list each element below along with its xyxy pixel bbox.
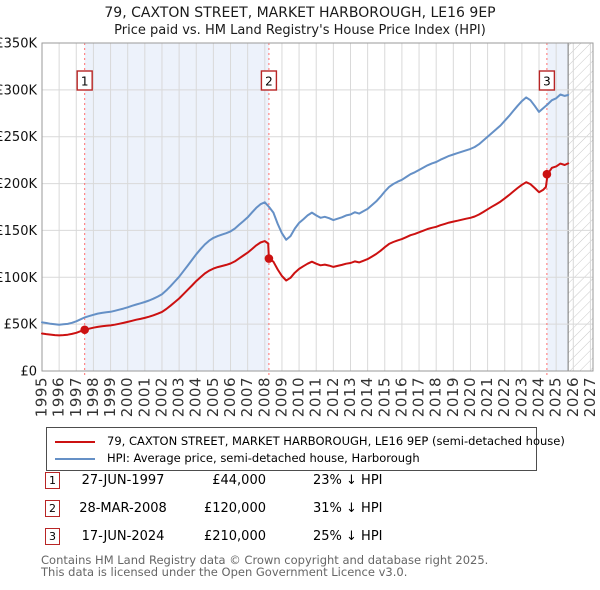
purchase-number-box bbox=[538, 70, 556, 91]
page-title: 79, CAXTON STREET, MARKET HARBOROUGH, LE… bbox=[104, 5, 496, 21]
transaction-price: £120,000 bbox=[203, 501, 266, 516]
x-axis-tick-label: 2019 bbox=[444, 377, 462, 417]
footer-line-1: Contains HM Land Registry data © Crown c… bbox=[41, 553, 489, 567]
x-axis-tick-label: 2026 bbox=[564, 377, 582, 417]
x-axis-tick-label: 2015 bbox=[375, 377, 393, 417]
x-axis-tick-label: 2017 bbox=[410, 377, 428, 417]
x-axis-tick-label: 1995 bbox=[33, 377, 51, 417]
transaction-number-badge: 3 bbox=[45, 528, 60, 545]
x-axis-tick-label: 2007 bbox=[238, 377, 256, 417]
transaction-date: 27-JUN-1997 bbox=[81, 473, 165, 488]
purchase-number-label: 2 bbox=[265, 75, 273, 89]
transaction-hpi-diff: 25% ↓ HPI bbox=[313, 529, 383, 544]
hpi-line-swatch bbox=[55, 457, 95, 460]
purchase-marker-dot bbox=[542, 169, 552, 179]
y-axis-tick-label: £0 bbox=[20, 365, 37, 380]
plot-border bbox=[41, 42, 594, 372]
purchase-number-box bbox=[260, 70, 278, 91]
transaction-row: 2 28-MAR-2008 £120,000 31% ↓ HPI bbox=[0, 500, 600, 520]
x-axis-tick-label: 2016 bbox=[392, 377, 410, 417]
x-axis-tick-label: 2022 bbox=[495, 377, 513, 417]
x-axis-tick-label: 2004 bbox=[187, 377, 205, 417]
x-axis-tick-label: 2021 bbox=[478, 377, 496, 417]
price-history-chart: 1 2 3 £0 £50K £100K £150K £200K £250K £300K £350K 1… bbox=[0, 37, 599, 418]
y-axis-tick-label: £350K bbox=[0, 37, 37, 52]
x-axis-tick-label: 2005 bbox=[204, 377, 222, 417]
legend-item-price-paid: 79, CAXTON STREET, MARKET HARBOROUGH, LE… bbox=[55, 432, 565, 449]
x-axis-tick-label: 2020 bbox=[461, 377, 479, 417]
x-axis-tick-label: 2003 bbox=[170, 377, 188, 417]
hpi-line bbox=[41, 93, 570, 326]
transaction-date: 28-MAR-2008 bbox=[79, 501, 167, 516]
future-hatch-region bbox=[568, 43, 593, 371]
y-axis-tick-label: £250K bbox=[0, 130, 37, 145]
x-axis-tick-label: 1996 bbox=[50, 377, 68, 417]
price-paid-line-swatch bbox=[55, 440, 95, 443]
transaction-number-badge: 1 bbox=[45, 472, 60, 489]
x-axis-tick-label: 2018 bbox=[427, 377, 445, 417]
x-axis-tick-label: 2027 bbox=[581, 377, 599, 417]
legend-item-hpi: HPI: Average price, semi-detached house,… bbox=[55, 449, 536, 466]
transaction-hpi-diff: 31% ↓ HPI bbox=[313, 501, 383, 516]
footer-line-2: This data is licensed under the Open Gov… bbox=[41, 564, 408, 579]
x-axis-tick-label: 2010 bbox=[290, 377, 308, 417]
x-axis-tick-label: 2008 bbox=[255, 377, 273, 417]
x-axis-tick-label: 1997 bbox=[67, 377, 85, 417]
purchase-number-label: 3 bbox=[543, 75, 551, 89]
transaction-price: £210,000 bbox=[203, 529, 266, 544]
legend-label: 79, CAXTON STREET, MARKET HARBOROUGH, LE… bbox=[107, 434, 565, 448]
x-axis-tick-label: 2002 bbox=[153, 377, 171, 417]
price-paid-line bbox=[41, 162, 570, 337]
x-axis-tick-label: 2025 bbox=[547, 377, 565, 417]
x-axis-tick-label: 2014 bbox=[358, 377, 376, 417]
x-axis-tick-label: 1999 bbox=[101, 377, 119, 417]
transaction-date: 17-JUN-2024 bbox=[81, 529, 165, 544]
purchase-marker-dot bbox=[80, 325, 89, 335]
y-axis-tick-label: £50K bbox=[4, 318, 38, 333]
y-axis-tick-label: £300K bbox=[0, 83, 37, 98]
purchase-number-box bbox=[76, 70, 93, 91]
x-axis-tick-label: 2023 bbox=[512, 377, 530, 417]
ownership-shaded-region bbox=[546, 43, 569, 371]
transaction-number-badge: 2 bbox=[45, 500, 60, 517]
legend-label: HPI: Average price, semi-detached house,… bbox=[107, 451, 420, 465]
x-axis-tick-label: 2011 bbox=[307, 377, 325, 417]
page-subtitle: Price paid vs. HM Land Registry's House … bbox=[114, 23, 486, 38]
transaction-price: £44,000 bbox=[212, 473, 266, 488]
y-axis-tick-label: £200K bbox=[0, 177, 37, 192]
x-axis-tick-label: 2000 bbox=[118, 377, 136, 417]
y-axis-tick-label: £100K bbox=[0, 271, 37, 286]
x-axis-tick-label: 2001 bbox=[135, 377, 153, 417]
copyright-footer: Contains HM Land Registry data © Crown c… bbox=[41, 553, 489, 579]
x-axis-tick-label: 1998 bbox=[84, 377, 102, 417]
x-axis-tick-label: 2006 bbox=[221, 377, 239, 417]
ownership-shaded-region bbox=[84, 43, 269, 371]
purchase-number-label: 1 bbox=[81, 75, 89, 89]
transaction-row: 3 17-JUN-2024 £210,000 25% ↓ HPI bbox=[0, 528, 600, 548]
purchase-marker-dot bbox=[264, 254, 274, 263]
transaction-hpi-diff: 23% ↓ HPI bbox=[313, 473, 383, 488]
chart-legend: 79, CAXTON STREET, MARKET HARBOROUGH, LE… bbox=[46, 427, 565, 471]
x-axis-tick-label: 2013 bbox=[341, 377, 359, 417]
x-axis-tick-label: 2024 bbox=[530, 377, 548, 417]
y-axis-tick-label: £150K bbox=[0, 224, 37, 239]
x-axis-tick-label: 2012 bbox=[324, 377, 342, 417]
transaction-row: 1 27-JUN-1997 £44,000 23% ↓ HPI bbox=[0, 472, 600, 492]
x-axis-tick-label: 2009 bbox=[272, 377, 290, 417]
